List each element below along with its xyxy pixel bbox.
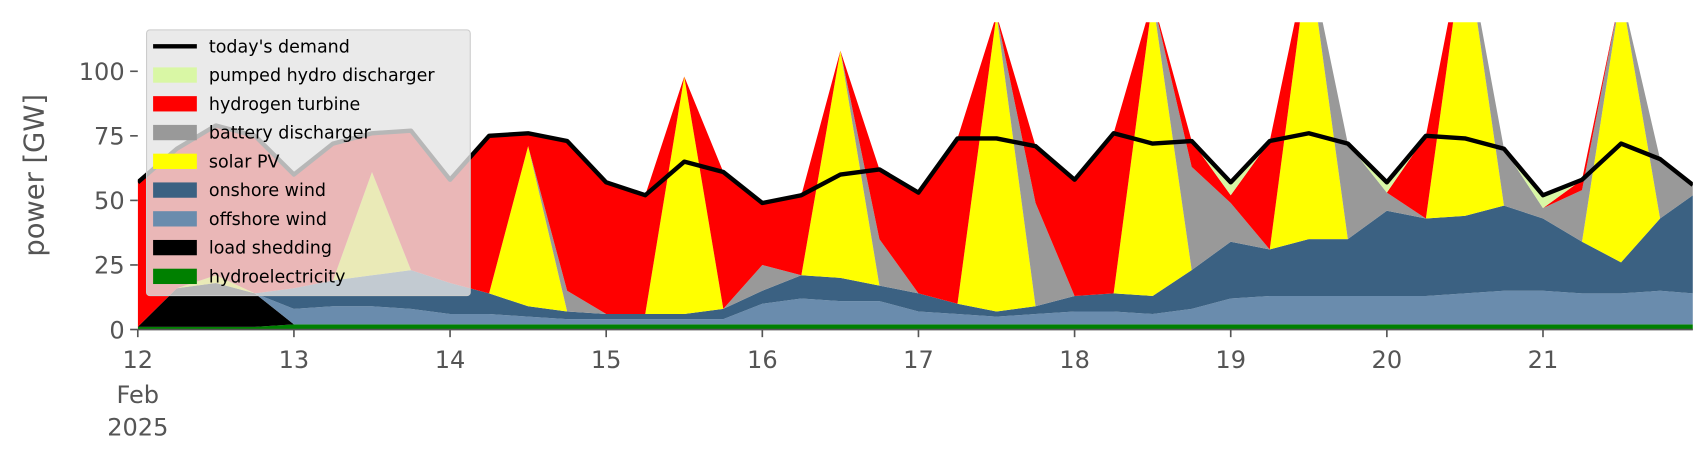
- x-tick-label: 19: [1215, 346, 1246, 374]
- x-tick-label: 14: [435, 346, 466, 374]
- y-tick-label: 25: [94, 252, 125, 280]
- x-tick-label: 13: [279, 346, 310, 374]
- legend-box: [145, 29, 471, 297]
- legend-label: today's demand: [209, 37, 350, 57]
- y-tick-label: 75: [94, 123, 125, 151]
- area: [137, 22, 1693, 327]
- x-tick-label: 20: [1372, 346, 1403, 374]
- legend-swatch: [153, 124, 197, 141]
- legend: today's demand pumped hydro discharger hyd…: [145, 29, 471, 297]
- area: [137, 195, 1693, 327]
- legend-swatch: [153, 153, 197, 169]
- legend-swatch: [153, 67, 197, 83]
- legend-swatch: [153, 239, 197, 256]
- x-tick-label: 21: [1528, 346, 1559, 374]
- y-tick-label: 0: [109, 316, 124, 344]
- legend-swatch: [153, 182, 197, 198]
- legend-label: load shedding: [209, 239, 332, 259]
- y-axis-label: power [GW]: [20, 94, 51, 257]
- legend-swatch: [153, 96, 197, 112]
- x-sublabel: 2025: [107, 414, 168, 442]
- legend-swatch: [153, 211, 197, 227]
- axes: 0 25 50 75 100 12 13 14 15 16 17 18 19 20 21 Feb 2025: [79, 58, 1693, 442]
- x-tick-label: 15: [591, 346, 622, 374]
- legend-label: hydroelectricity: [209, 267, 346, 287]
- x-tick-label: 17: [903, 346, 934, 374]
- area: [137, 324, 1693, 330]
- legend-swatch: [153, 268, 197, 285]
- x-sublabel: Feb: [117, 381, 160, 409]
- legend-label: offshore wind: [209, 210, 327, 230]
- area: [137, 22, 1693, 327]
- legend-label: solar PV: [209, 152, 280, 172]
- legend-label: pumped hydro discharger: [209, 66, 436, 86]
- x-tick-label: 18: [1059, 346, 1090, 374]
- y-tick-label: 50: [94, 187, 125, 215]
- y-tick-label: 100: [79, 58, 125, 86]
- legend-label: battery discharger: [209, 124, 372, 144]
- legend-label: hydrogen turbine: [209, 95, 360, 115]
- legend-label: onshore wind: [209, 181, 326, 201]
- plot-area: [137, 22, 1693, 330]
- area: [137, 283, 1693, 327]
- x-tick-label: 16: [747, 346, 778, 374]
- x-tick-label: 12: [122, 346, 153, 374]
